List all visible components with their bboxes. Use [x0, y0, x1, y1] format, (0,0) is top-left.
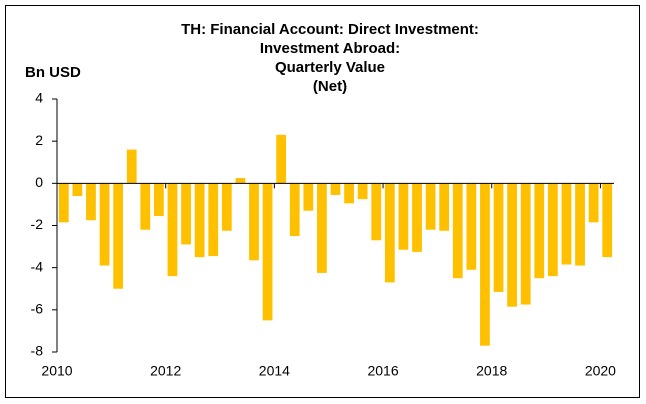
bar	[452, 183, 463, 279]
bar	[384, 183, 395, 283]
bar	[126, 149, 137, 184]
bar	[412, 183, 422, 252]
y-tick-label: -8	[31, 343, 44, 359]
bar	[466, 183, 477, 270]
y-tick-label: -2	[31, 216, 44, 232]
bar	[425, 183, 436, 230]
x-tick-label: 2016	[367, 363, 398, 379]
bar	[371, 183, 382, 241]
bar	[344, 183, 354, 204]
x-tick-label: 2012	[150, 363, 181, 379]
bar	[507, 183, 518, 307]
x-tick-label: 2010	[41, 363, 72, 379]
bar	[140, 183, 151, 230]
y-tick-label: 0	[35, 174, 43, 190]
bar	[602, 183, 613, 258]
bar	[317, 183, 327, 273]
y-tick-label: -6	[31, 301, 44, 317]
bar	[588, 183, 599, 223]
bar	[480, 183, 490, 346]
bar	[86, 183, 96, 221]
bar	[58, 183, 69, 223]
bar	[208, 183, 219, 257]
y-tick-label: 4	[35, 90, 43, 106]
chart-title: TH: Financial Account: Direct Investment…	[181, 21, 479, 38]
bar	[439, 183, 450, 231]
x-tick-label: 2014	[259, 363, 290, 379]
y-tick-label: 2	[35, 132, 43, 148]
bar	[113, 183, 124, 289]
bar	[357, 183, 368, 200]
bar	[534, 183, 545, 279]
bar	[221, 183, 232, 231]
chart-title: (Net)	[313, 78, 347, 95]
bar	[289, 183, 300, 237]
y-axis-label: Bn USD	[25, 64, 81, 81]
bar	[262, 183, 273, 321]
bar	[303, 183, 314, 211]
chart-frame	[5, 5, 640, 398]
bar	[398, 183, 409, 250]
x-tick-label: 2018	[476, 363, 507, 379]
bar	[575, 183, 585, 266]
bar	[561, 183, 572, 265]
bar	[167, 183, 178, 277]
bar	[249, 183, 259, 261]
x-tick-label: 2020	[585, 363, 616, 379]
bar	[72, 183, 83, 196]
chart-title: Investment Abroad:	[260, 40, 400, 57]
bar	[194, 183, 205, 258]
bar	[330, 183, 341, 195]
chart-title: Quarterly Value	[275, 59, 385, 76]
bar	[99, 183, 110, 266]
bar	[276, 134, 287, 184]
bar	[235, 178, 246, 184]
y-tick-label: -4	[31, 258, 44, 274]
bar	[520, 183, 531, 305]
bar	[153, 183, 164, 217]
bar	[181, 183, 191, 245]
bar	[493, 183, 504, 292]
bar	[547, 183, 558, 277]
